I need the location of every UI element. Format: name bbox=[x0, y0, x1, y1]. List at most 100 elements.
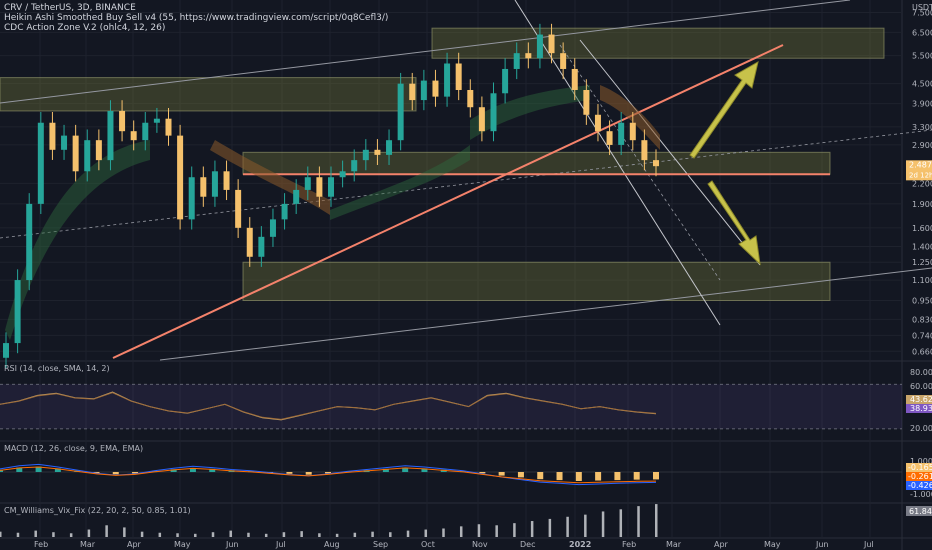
time-tick: Jun bbox=[225, 540, 239, 549]
macd-badge bbox=[906, 463, 932, 472]
candle-body bbox=[95, 140, 102, 161]
candle-body bbox=[502, 68, 509, 94]
candle-body bbox=[594, 114, 601, 132]
vix-bar bbox=[389, 532, 392, 537]
macd-bar bbox=[382, 468, 389, 472]
vix-title: CM_Williams_Vix_Fix (22, 20, 2, 50, 0.85… bbox=[4, 506, 191, 515]
candle-body bbox=[304, 177, 311, 190]
up-arrow bbox=[689, 61, 759, 159]
candle-body bbox=[177, 135, 184, 220]
time-tick: Oct bbox=[421, 540, 435, 549]
vix-bar bbox=[619, 509, 623, 537]
macd-bar bbox=[498, 472, 505, 476]
macd-bar bbox=[305, 472, 312, 475]
macd-bar bbox=[653, 472, 659, 480]
macd-bar bbox=[16, 467, 23, 472]
candle-body bbox=[478, 107, 485, 132]
candle-body bbox=[560, 53, 567, 69]
vix-badge bbox=[906, 506, 932, 516]
candle-body bbox=[432, 80, 439, 97]
macd-bar bbox=[614, 472, 621, 481]
vix-bar bbox=[371, 531, 374, 537]
vix-bar bbox=[584, 514, 587, 537]
price-tick: 6.500 bbox=[912, 28, 932, 37]
time-tick: Aug bbox=[324, 540, 340, 549]
bull-ribbon-3 bbox=[470, 85, 590, 140]
vix-bar bbox=[282, 532, 286, 537]
vix-bar bbox=[0, 531, 2, 537]
vix-pane bbox=[0, 504, 658, 537]
candle-body bbox=[618, 122, 625, 145]
macd-badge-label: -0.165 bbox=[908, 463, 932, 472]
time-tick: Apr bbox=[714, 540, 729, 549]
candle-body bbox=[188, 177, 195, 220]
vix-bar bbox=[548, 518, 552, 537]
candle-body bbox=[84, 140, 91, 172]
candle-body bbox=[165, 118, 172, 136]
macd-bar bbox=[479, 472, 486, 474]
time-tick: 2022 bbox=[569, 540, 591, 549]
macd-bar bbox=[537, 472, 544, 480]
vix-bar bbox=[229, 530, 232, 537]
vix-bar bbox=[69, 533, 73, 537]
falling-channel-line-1 bbox=[514, 0, 721, 326]
lower-channel-line bbox=[159, 267, 932, 361]
candle-body bbox=[467, 89, 474, 108]
candles bbox=[3, 23, 659, 368]
falling-channel-line-2 bbox=[579, 39, 761, 266]
vix-bar bbox=[601, 511, 605, 537]
price-tick: 3.900 bbox=[912, 100, 932, 109]
cdc-ribbons bbox=[5, 85, 660, 340]
vix-bar bbox=[335, 533, 339, 537]
candle-body bbox=[316, 177, 323, 197]
candle-body bbox=[386, 140, 393, 155]
macd-title: MACD (12, 26, close, 9, EMA, EMA) bbox=[4, 444, 143, 453]
candle-body bbox=[14, 280, 21, 344]
macd-tick: 1.000 bbox=[910, 457, 932, 466]
price-tick: 2.200 bbox=[912, 179, 932, 188]
trend-channels bbox=[0, 0, 932, 361]
time-tick: Sep bbox=[373, 540, 388, 549]
macd-badge-label: -0.426 bbox=[908, 481, 932, 490]
candle-body bbox=[235, 189, 242, 228]
candle-body bbox=[211, 171, 218, 197]
candle-body bbox=[490, 93, 497, 132]
candle-body bbox=[351, 160, 358, 172]
rising-trendline bbox=[112, 44, 784, 359]
vix-bar bbox=[513, 523, 516, 537]
time-tick: Apr bbox=[127, 540, 142, 549]
currency-label: USDT bbox=[912, 3, 932, 12]
candle-body bbox=[362, 149, 369, 161]
candle-body bbox=[525, 53, 532, 59]
time-tick: Feb bbox=[622, 540, 636, 549]
time-tick: May bbox=[764, 540, 781, 549]
macd-bar bbox=[112, 472, 119, 475]
macd-bar bbox=[556, 472, 563, 481]
upper-channel-line bbox=[0, 0, 851, 104]
time-axis[interactable]: Feb Mar Apr May Jun Jul Aug Sep Oct Nov Dec 2022 Feb… bbox=[34, 540, 874, 549]
candle-body bbox=[142, 122, 149, 141]
price-axis[interactable]: 7.500 6.500 5.500 4.500 3.900 3.300 2.900 2.200… bbox=[906, 8, 932, 516]
zone-box bbox=[431, 27, 885, 59]
candle-body bbox=[328, 177, 334, 197]
macd-bar bbox=[517, 472, 524, 478]
macd-bar bbox=[189, 467, 196, 472]
candle-body bbox=[281, 203, 288, 220]
candle-body bbox=[246, 227, 253, 257]
macd-bar bbox=[209, 468, 216, 472]
macd-bar bbox=[132, 472, 139, 474]
price-tick: 5.500 bbox=[912, 52, 932, 61]
vix-badge-label: 61.844 bbox=[909, 507, 932, 516]
macd-badge-label: -0.261 bbox=[908, 472, 932, 481]
candle-body bbox=[119, 110, 126, 132]
macd-bar bbox=[575, 472, 582, 481]
candle-body bbox=[536, 34, 543, 59]
price-tick: 7.500 bbox=[912, 8, 932, 17]
vix-bar bbox=[530, 521, 534, 537]
macd-bar bbox=[633, 472, 640, 480]
price-tick: 1.600 bbox=[912, 224, 932, 233]
rsi-badge bbox=[906, 395, 932, 404]
indicator-title-2: CDC Action Zone V.2 (ohlc4, 12, 26) bbox=[4, 23, 165, 33]
